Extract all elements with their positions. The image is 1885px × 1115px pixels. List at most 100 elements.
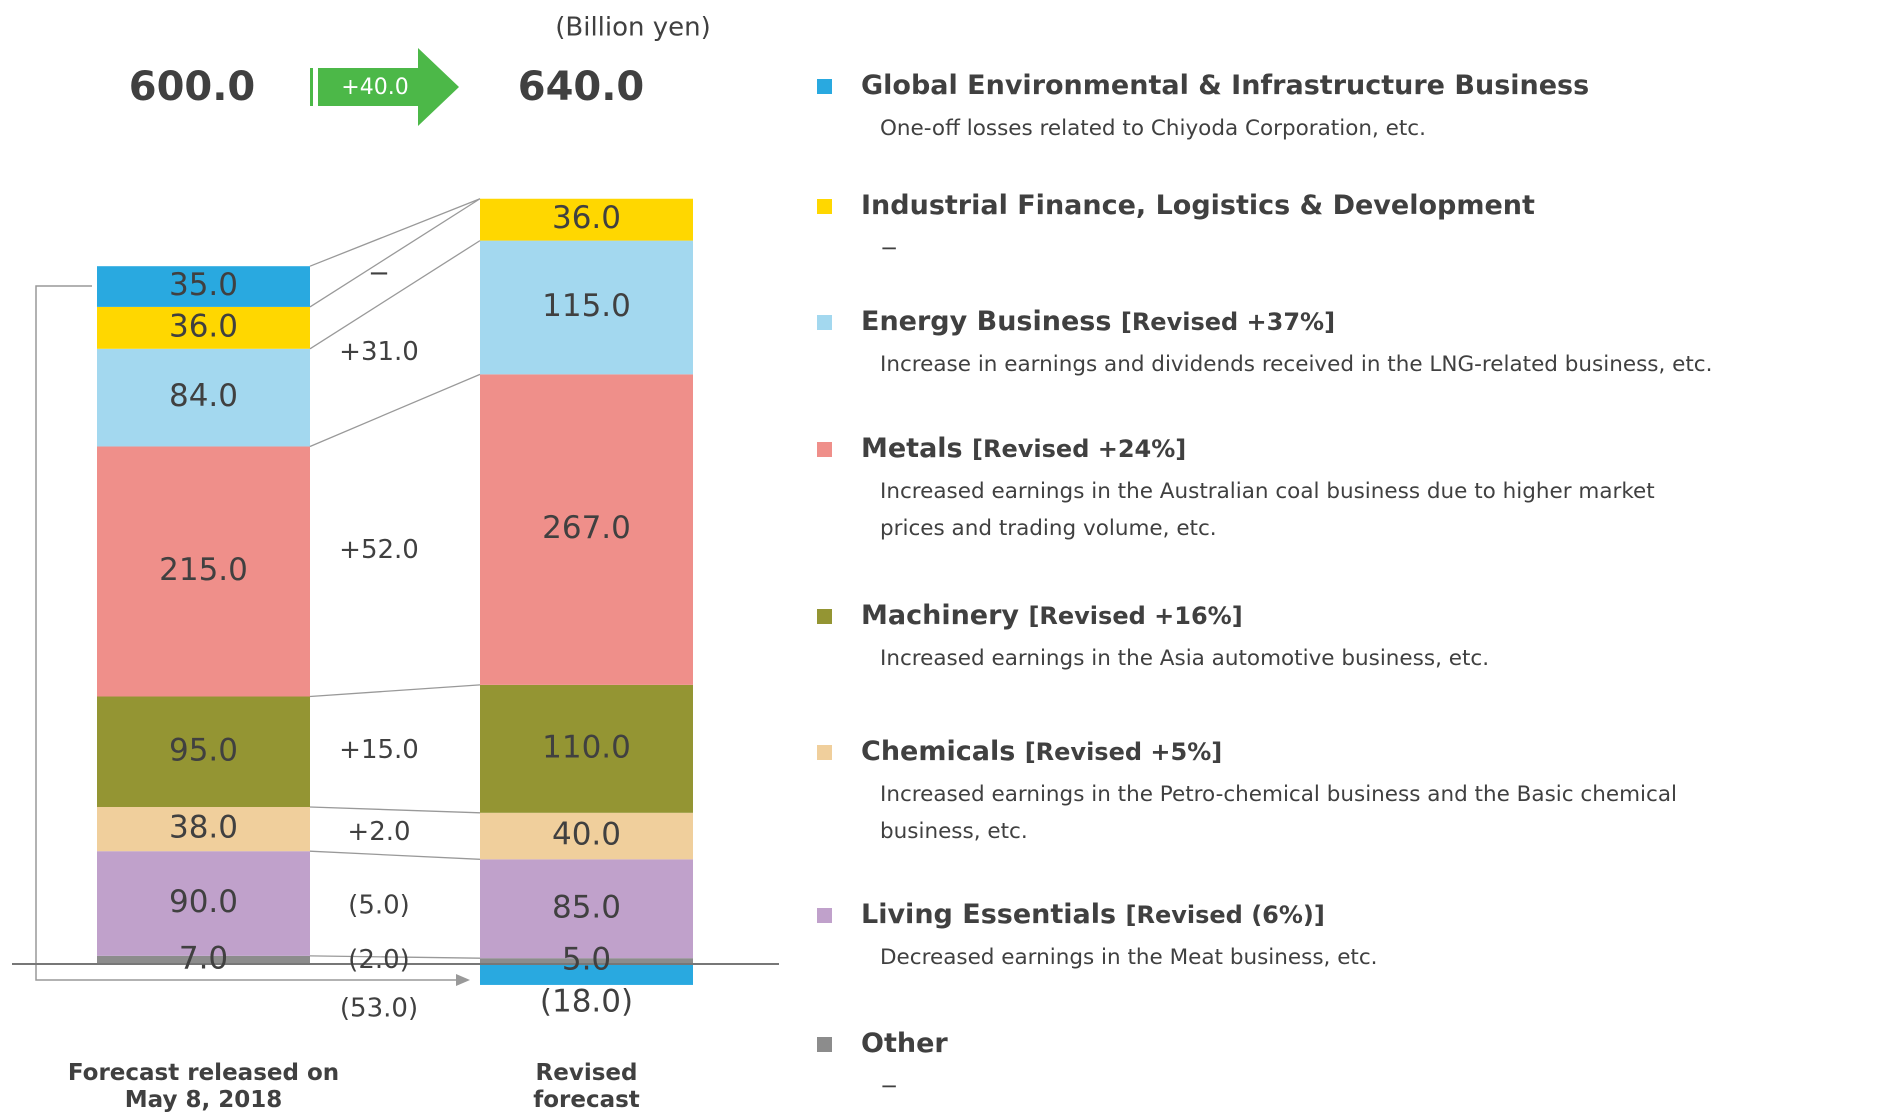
legend-description: Increased earnings in the Asia automotiv… [880, 640, 1877, 677]
description-line: Increase in earnings and dividends recei… [880, 352, 1713, 377]
bar-segment [480, 958, 693, 964]
bar-segment [480, 964, 693, 985]
connector-line [309, 198, 481, 267]
value-label: 110.0 [542, 729, 631, 765]
bar-segment [97, 306, 310, 349]
bar-segment [480, 198, 693, 241]
legend-item: Chemicals [Revised +5%] Increased earning… [817, 736, 1877, 850]
legend-name: Global Environmental & Infrastructure Bu… [861, 70, 1590, 101]
value-label: (18.0) [540, 983, 633, 1019]
bar-segment [480, 812, 693, 860]
legend-swatch [817, 1037, 832, 1052]
connector-line [309, 955, 481, 959]
legend-swatch [817, 908, 832, 923]
change-label: (5.0) [348, 891, 410, 921]
bar-segment [97, 696, 310, 807]
legend-title: Energy Business [Revised +37%] [861, 306, 1877, 338]
legend-title: Other [861, 1028, 1877, 1060]
legend-note: [Revised +24%] [972, 435, 1187, 463]
legend-note: [Revised (6%)] [1125, 901, 1325, 929]
description-line: Decreased earnings in the Meat business,… [880, 945, 1378, 970]
legend-item: Machinery [Revised +16%] Increased earnin… [817, 600, 1877, 677]
value-label: 85.0 [552, 889, 621, 925]
connector-line [309, 684, 481, 698]
legend-title: Living Essentials [Revised (6%)] [861, 899, 1877, 931]
legend-title: Metals [Revised +24%] [861, 433, 1877, 465]
legend-item: Global Environmental & Infrastructure Bu… [817, 70, 1877, 147]
total-label: 600.0 [129, 64, 256, 110]
description-line: prices and trading volume, etc. [880, 516, 1217, 541]
total-arrow [318, 48, 459, 126]
value-label: 267.0 [542, 510, 631, 546]
bar-segment [480, 684, 693, 813]
value-label: 36.0 [169, 308, 238, 344]
value-label: 95.0 [169, 732, 238, 768]
bar-segment [480, 240, 693, 375]
bar-segment [97, 955, 310, 964]
legend-description: − [880, 1068, 1877, 1105]
value-label: 7.0 [179, 940, 228, 976]
legend-swatch [817, 745, 832, 760]
legend-name: Living Essentials [861, 899, 1117, 930]
description-line: business, etc. [880, 819, 1028, 844]
value-label: 36.0 [552, 200, 621, 236]
bar-segment [480, 859, 693, 959]
connector-line [309, 850, 481, 860]
legend-note: [Revised +37%] [1120, 308, 1336, 336]
legend-swatch [817, 609, 832, 624]
legend-note: [Revised +5%] [1024, 738, 1223, 766]
legend-name: Metals [861, 433, 963, 464]
category-label: Forecast released on May 8, 2018 [67, 1060, 340, 1113]
description-line: Increased earnings in the Asia automotiv… [880, 646, 1490, 671]
description-line: Increased earnings in the Petro-chemical… [880, 782, 1677, 807]
legend-item: Energy Business [Revised +37%] Increase i… [817, 306, 1877, 383]
connector-line [309, 198, 481, 308]
connector-line [309, 806, 481, 814]
legend-note: [Revised +16%] [1028, 602, 1243, 630]
description-line: − [880, 236, 899, 261]
legend-item: Industrial Finance, Logistics & Developm… [817, 190, 1877, 267]
bar-segment [97, 446, 310, 697]
legend-name: Industrial Finance, Logistics & Developm… [861, 190, 1535, 221]
change-label: +52.0 [339, 535, 419, 565]
value-label: 215.0 [159, 552, 248, 588]
legend-name: Other [861, 1028, 948, 1059]
bar-segment [97, 266, 310, 307]
legend-swatch [817, 442, 832, 457]
change-label: (2.0) [348, 945, 410, 975]
bar-segment [97, 851, 310, 956]
legend-swatch [817, 79, 832, 94]
legend-name: Machinery [861, 600, 1020, 631]
legend-description: Increase in earnings and dividends recei… [880, 346, 1877, 383]
legend-title: Industrial Finance, Logistics & Developm… [861, 190, 1877, 222]
legend-item: Other − [817, 1028, 1877, 1105]
change-label: (53.0) [340, 994, 418, 1024]
connector-line [309, 373, 481, 448]
bar-segment [97, 348, 310, 447]
legend-description: Increased earnings in the Australian coa… [880, 473, 1877, 547]
description-line: Increased earnings in the Australian coa… [880, 479, 1655, 504]
legend-title: Machinery [Revised +16%] [861, 600, 1877, 632]
legend-item: Living Essentials [Revised (6%)] Decrease… [817, 899, 1877, 976]
bar-segment [480, 374, 693, 685]
description-line: − [880, 1074, 899, 1099]
legend-description: One-off losses related to Chiyoda Corpor… [880, 110, 1877, 147]
total-change-label: +40.0 [341, 75, 408, 100]
legend-title: Global Environmental & Infrastructure Bu… [861, 70, 1877, 102]
connector-line [309, 240, 481, 350]
value-label: 35.0 [169, 267, 238, 303]
change-label: − [368, 258, 390, 288]
value-label: 40.0 [552, 817, 621, 853]
value-label: 90.0 [169, 884, 238, 920]
bracket-line [35, 285, 462, 981]
unit-label: (Billion yen) [555, 13, 711, 43]
value-label: 115.0 [542, 288, 631, 324]
legend-title: Chemicals [Revised +5%] [861, 736, 1877, 768]
value-label: 84.0 [169, 378, 238, 414]
legend-name: Chemicals [861, 736, 1016, 767]
bar-segment [97, 806, 310, 852]
category-label: Revised forecast [533, 1060, 640, 1113]
change-label: +15.0 [339, 735, 419, 765]
